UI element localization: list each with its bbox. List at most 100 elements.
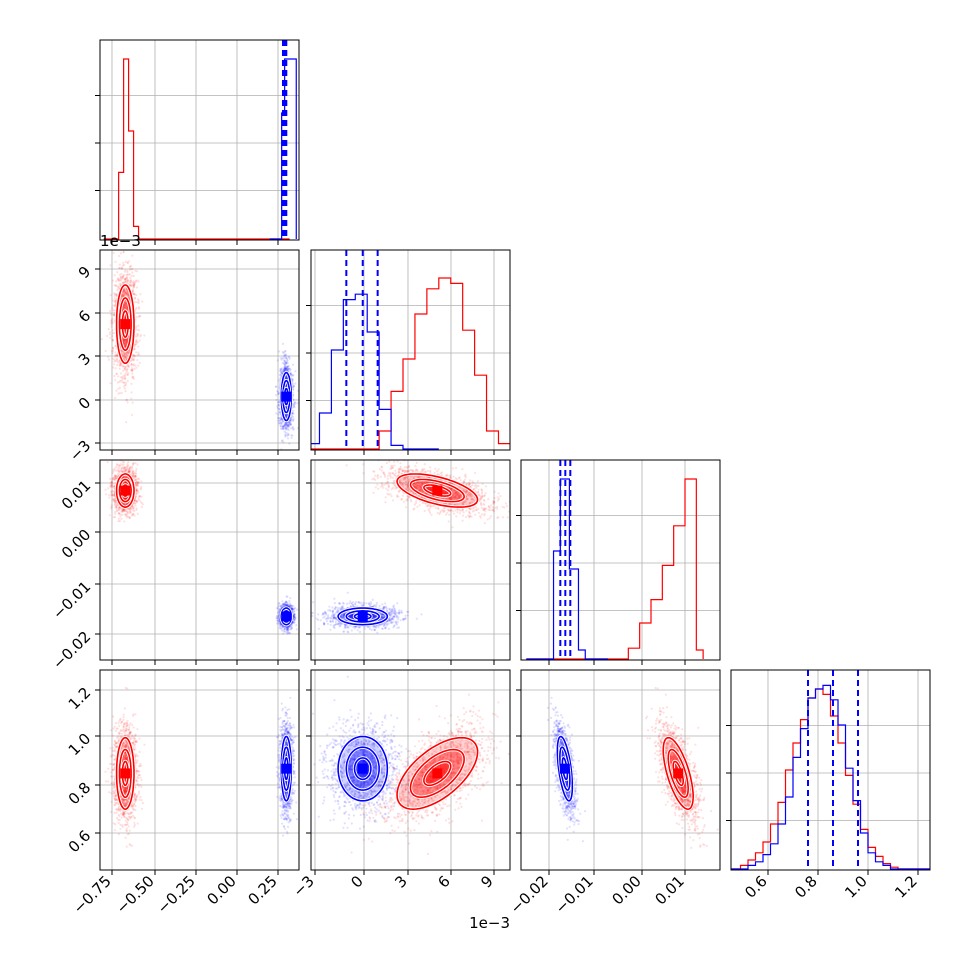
sample-point: [126, 516, 128, 518]
sample-point: [279, 425, 281, 427]
sample-point: [101, 338, 103, 340]
sample-point: [109, 310, 111, 312]
sample-point: [114, 454, 116, 456]
sample-point: [131, 414, 133, 416]
sample-point: [138, 499, 140, 501]
sample-point: [278, 404, 280, 406]
sample-point: [109, 337, 111, 339]
sample-point: [132, 402, 134, 404]
sample-point: [137, 481, 139, 483]
sample-point: [292, 410, 294, 412]
sample-point: [277, 417, 279, 419]
sample-point: [137, 346, 139, 348]
sample-point: [288, 442, 290, 444]
sample-point: [108, 496, 110, 498]
sample-point: [290, 427, 292, 429]
sample-point: [131, 255, 133, 257]
sample-point: [111, 320, 113, 322]
sample-point: [130, 397, 132, 399]
sample-point: [139, 340, 141, 342]
sample-point: [113, 363, 115, 365]
sample-point: [133, 282, 135, 284]
sample-point: [123, 466, 125, 468]
sample-point: [110, 323, 112, 325]
sample-point: [119, 387, 121, 389]
sample-point: [140, 486, 142, 488]
sample-point: [135, 367, 137, 369]
sample-point: [112, 340, 114, 342]
sample-point: [115, 470, 117, 472]
sample-point: [108, 359, 110, 361]
sample-point: [109, 478, 111, 480]
sample-point: [278, 350, 280, 352]
sample-point: [124, 513, 126, 515]
sample-point: [131, 271, 133, 273]
sample-point: [120, 518, 122, 520]
sample-point: [117, 392, 119, 394]
sample-point: [284, 431, 286, 433]
panel-border-0-0: [100, 40, 299, 240]
sample-point: [112, 280, 114, 282]
sample-point: [134, 472, 136, 474]
sample-point: [114, 356, 116, 358]
sample-point: [114, 511, 116, 513]
sample-point: [136, 463, 138, 465]
sample-point: [136, 270, 138, 272]
sample-point: [105, 489, 107, 491]
sample-point: [123, 463, 125, 465]
sample-point: [277, 359, 279, 361]
density-peak: [120, 319, 130, 329]
sample-point: [137, 298, 139, 300]
sample-point: [112, 352, 114, 354]
sample-point: [121, 266, 123, 268]
sample-point: [277, 407, 279, 409]
sample-point: [131, 373, 133, 375]
sample-point: [288, 429, 290, 431]
sample-point: [292, 419, 294, 421]
sample-point: [287, 434, 289, 436]
sample-point: [126, 261, 128, 263]
sample-point: [282, 343, 284, 345]
sample-point: [141, 301, 143, 303]
sample-point: [110, 313, 112, 315]
sample-point: [133, 368, 135, 370]
sample-point: [131, 369, 133, 371]
sample-point: [127, 401, 129, 403]
sample-point: [137, 513, 139, 515]
sample-point: [115, 367, 117, 369]
sample-point: [137, 341, 139, 343]
sample-point: [112, 366, 114, 368]
sample-point: [283, 354, 285, 356]
sample-point: [129, 265, 131, 267]
histogram-blue-1: [308, 250, 439, 450]
sample-point: [111, 494, 113, 496]
sample-point: [105, 493, 107, 495]
sample-point: [110, 326, 112, 328]
sample-point: [282, 428, 284, 430]
sample-point: [112, 329, 114, 331]
sample-point: [296, 402, 298, 404]
sample-point: [116, 464, 118, 466]
sample-point: [124, 390, 126, 392]
sample-point: [141, 506, 143, 508]
sample-point: [105, 350, 107, 352]
sample-point: [294, 402, 296, 404]
sample-point: [135, 468, 137, 470]
sample-point: [112, 472, 114, 474]
sample-point: [108, 494, 110, 496]
sample-point: [117, 278, 119, 280]
sample-point: [281, 439, 283, 441]
sample-point: [122, 378, 124, 380]
sample-point: [281, 359, 283, 361]
sample-point: [107, 356, 109, 358]
sample-point: [122, 262, 124, 264]
histogram-step: [104, 59, 290, 239]
sample-point: [113, 292, 115, 294]
sample-point: [275, 386, 277, 388]
sample-point: [116, 510, 118, 512]
sample-point: [117, 466, 119, 468]
density-peak: [281, 392, 291, 402]
sample-point: [117, 375, 119, 377]
sample-point: [280, 428, 282, 430]
sample-point: [139, 335, 141, 337]
